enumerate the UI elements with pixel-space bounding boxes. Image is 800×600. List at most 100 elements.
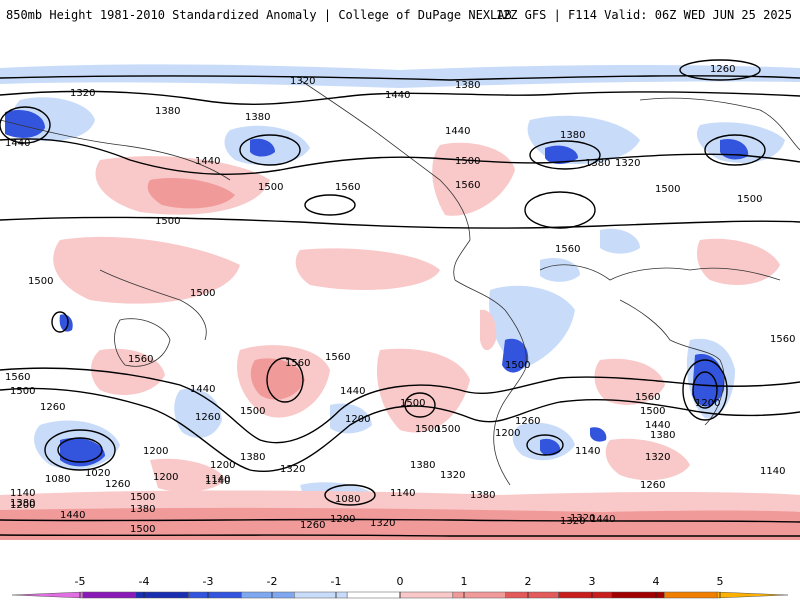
colorbar-tick-label: 5 <box>717 575 724 588</box>
contour-label: 1500 <box>737 194 762 205</box>
contour-label: 1380 <box>130 504 155 515</box>
colorbar-tick-label: 2 <box>525 575 532 588</box>
contour-label: 1140 <box>205 476 230 487</box>
contour-label: 1140 <box>575 446 600 457</box>
contour-label: 1320 <box>280 464 305 475</box>
anomaly-shading-positive-strong <box>0 177 800 540</box>
colorbar-tick-label: -5 <box>75 575 86 588</box>
map-background <box>0 40 800 580</box>
contour-label: 1440 <box>445 126 470 137</box>
contour-label: 1200 <box>695 398 720 409</box>
contour-label: 1080 <box>335 494 360 505</box>
contour-label: 1500 <box>655 184 680 195</box>
contour-label: 1500 <box>435 424 460 435</box>
contour-label: 1320 <box>560 516 585 527</box>
contour-label: 1500 <box>155 216 180 227</box>
contour-label: 1380 <box>10 498 35 509</box>
contour-label: 1500 <box>28 276 53 287</box>
contour-labels: 1320 1380 1440 1260 1380 1320 1380 1440 … <box>5 64 795 535</box>
contour-label: 1500 <box>400 398 425 409</box>
contour-label: 1200 <box>153 472 178 483</box>
contour-label: 1140 <box>10 488 35 499</box>
colorbar-tick-label: -3 <box>203 575 214 588</box>
contour-label: 1500 <box>640 406 665 417</box>
colorbar-segment <box>664 591 718 599</box>
contour-label: 1500 <box>505 360 530 371</box>
colorbar-tick-label: 1 <box>461 575 468 588</box>
colorbar-tick-label: 0 <box>397 575 404 588</box>
contour-label: 1500 <box>455 156 480 167</box>
colorbar-segment <box>452 591 506 599</box>
contour-label: 1380 <box>470 490 495 501</box>
contour-label: 1200 <box>210 460 235 471</box>
colorbar-segment <box>188 591 242 599</box>
colorbar: -5 -4 -3 -2 -1 0 1 2 3 4 5 <box>11 575 789 599</box>
contour-label: 1500 <box>415 424 440 435</box>
contour-label: 1380 <box>560 130 585 141</box>
contour-label: 1320 <box>70 88 95 99</box>
contour-label: 1200 <box>495 428 520 439</box>
contour-label: 1380 <box>245 112 270 123</box>
contour-label: 1320 <box>615 158 640 169</box>
contour-label: 1320 <box>440 470 465 481</box>
contour-label: 1260 <box>195 412 220 423</box>
colorbar-segment <box>505 591 559 599</box>
contour-label: 1260 <box>515 416 540 427</box>
contour-label: 1560 <box>635 392 660 403</box>
contour-label: 1500 <box>130 492 155 503</box>
model-run-info: 12Z GFS | F114 Valid: 06Z WED JUN 25 202… <box>495 8 792 22</box>
contour-label: 1260 <box>40 402 65 413</box>
contour-label: 1260 <box>710 64 735 75</box>
contour-label: 1380 <box>240 452 265 463</box>
contour-label: 1260 <box>105 479 130 490</box>
contour-label: 1320 <box>645 452 670 463</box>
contour-label: 1200 <box>345 414 370 425</box>
contour-label: 1500 <box>10 386 35 397</box>
colorbar-ticks: -5 -4 -3 -2 -1 0 1 2 3 4 5 <box>75 575 724 598</box>
contour-label: 1560 <box>455 180 480 191</box>
colorbar-tick-label: -2 <box>267 575 278 588</box>
contour-label: 1440 <box>385 90 410 101</box>
contour-label: 1260 <box>300 520 325 531</box>
contour-label: 1560 <box>5 372 30 383</box>
contour-label: 1260 <box>640 480 665 491</box>
contour-label: 1560 <box>285 358 310 369</box>
colorbar-tick-label: 4 <box>653 575 660 588</box>
contour-label: 1320 <box>290 76 315 87</box>
contour-label: 1560 <box>770 334 795 345</box>
contour-label: 1500 <box>240 406 265 417</box>
contour-label: 1440 <box>590 514 615 525</box>
contour-label: 1440 <box>340 386 365 397</box>
contour-label: 1500 <box>258 182 283 193</box>
contour-label: 1500 <box>190 288 215 299</box>
contour-label: 1560 <box>128 354 153 365</box>
colorbar-segment <box>241 591 295 599</box>
colorbar-segment <box>294 591 348 599</box>
colorbar-segment <box>11 591 84 599</box>
contour-label: 1380 <box>410 460 435 471</box>
contour-label: 1440 <box>190 384 215 395</box>
colorbar-segment <box>82 591 136 599</box>
contour-label: 1440 <box>195 156 220 167</box>
contour-label: 1380 <box>650 430 675 441</box>
contour-label: 1320 <box>370 518 395 529</box>
colorbar-segments <box>11 591 789 599</box>
contour-label: 1500 <box>130 524 155 535</box>
contour-label: 1380 <box>585 158 610 169</box>
contour-label: 1440 <box>645 420 670 431</box>
contour-label: 1080 <box>45 474 70 485</box>
header: 850mb Height 1981-2010 Standardized Anom… <box>0 0 800 40</box>
colorbar-segment <box>558 591 612 599</box>
contour-label: 1380 <box>455 80 480 91</box>
colorbar-segment <box>346 591 401 599</box>
colorbar-tick-label: 3 <box>589 575 596 588</box>
colorbar-tick-label: -1 <box>331 575 342 588</box>
coastlines <box>0 79 800 486</box>
contour-label: 1200 <box>10 500 35 511</box>
contour-label: 1140 <box>390 488 415 499</box>
contour-label: 1440 <box>60 510 85 521</box>
anomaly-map: 1320 1380 1440 1260 1380 1320 1380 1440 … <box>0 40 800 580</box>
colorbar-segment <box>399 591 454 599</box>
contour-label: 1560 <box>335 182 360 193</box>
map-title: 850mb Height 1981-2010 Standardized Anom… <box>6 8 512 22</box>
